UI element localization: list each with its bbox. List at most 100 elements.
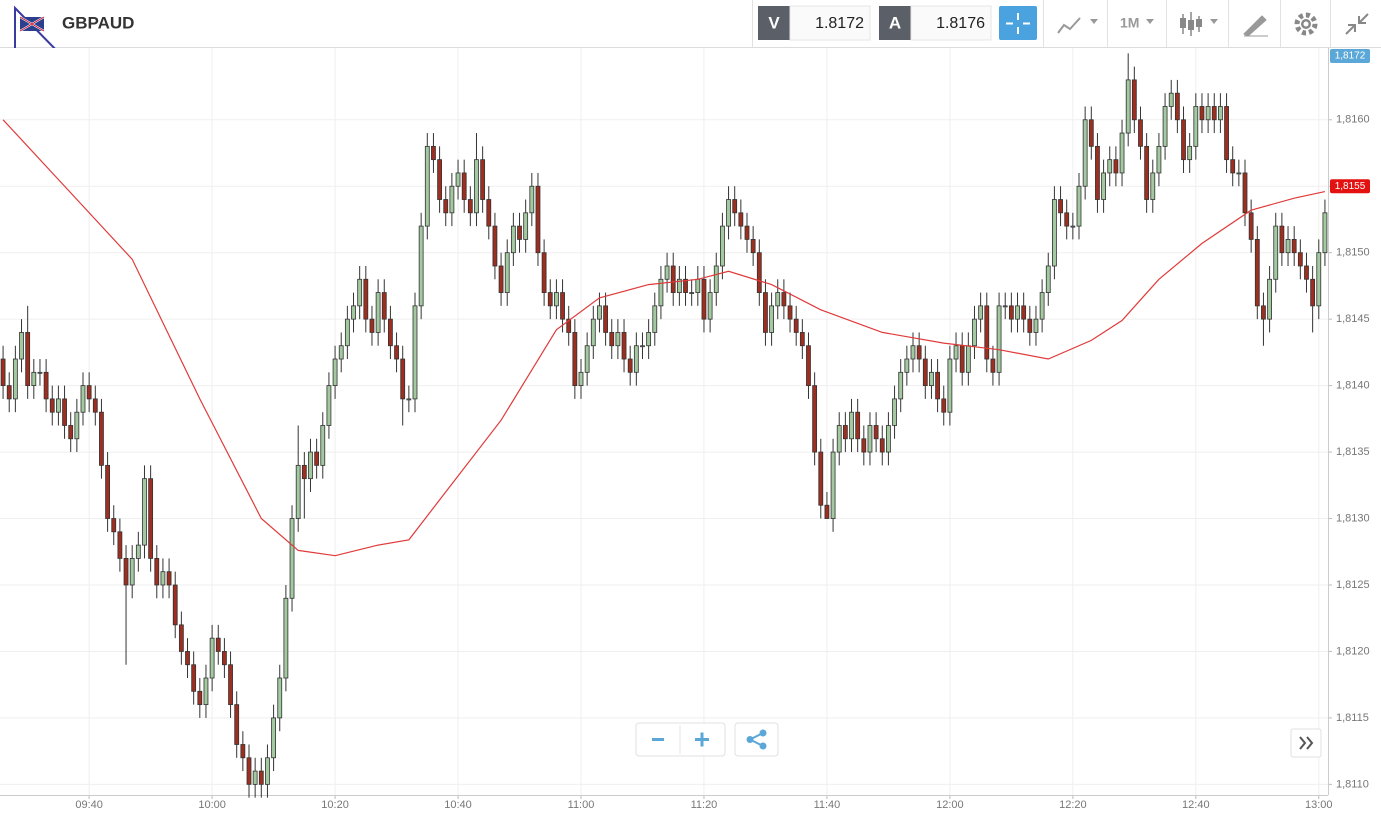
candle-body xyxy=(320,425,326,466)
candle-body xyxy=(1254,239,1260,307)
candle-body xyxy=(1316,252,1322,307)
candle-body xyxy=(1224,106,1229,161)
candle-body xyxy=(701,278,707,320)
candle-body xyxy=(467,199,473,214)
candle-body xyxy=(707,292,713,320)
bid-box[interactable] xyxy=(789,5,871,41)
chart-type-icon[interactable] xyxy=(1057,17,1081,34)
candle-body xyxy=(560,292,565,320)
candle-body xyxy=(910,345,916,360)
settings-icon[interactable] xyxy=(1294,12,1318,36)
candle-body xyxy=(271,717,276,759)
candle-body xyxy=(314,451,320,466)
candle-body xyxy=(455,172,461,187)
settings-icon-hole xyxy=(1303,21,1309,27)
candle-body xyxy=(92,398,98,413)
candle-body xyxy=(861,438,867,453)
candle-body xyxy=(886,425,891,453)
crosshair-icon xyxy=(1006,13,1030,34)
candle-body xyxy=(1088,119,1094,147)
draw-icon[interactable] xyxy=(1243,15,1268,37)
candle-body xyxy=(418,225,424,307)
candle-body xyxy=(1008,305,1014,320)
candle-body xyxy=(1174,92,1180,121)
candle-body xyxy=(1064,212,1070,227)
candle-body xyxy=(400,358,406,400)
candle-body xyxy=(486,199,492,227)
candle-body xyxy=(480,159,486,200)
candle-body xyxy=(74,411,80,440)
candle-body xyxy=(652,305,658,333)
candle-body xyxy=(265,757,270,785)
candle-body xyxy=(1015,305,1020,320)
ask-label-box[interactable] xyxy=(879,6,911,40)
candle-body xyxy=(609,332,615,347)
candle-body xyxy=(1267,278,1272,320)
dropdown-arrow xyxy=(1210,19,1218,24)
candle-body xyxy=(830,451,836,519)
candle-body xyxy=(1058,199,1063,214)
candle-body xyxy=(289,518,295,599)
candle-body xyxy=(1291,239,1297,254)
candle-body xyxy=(498,265,504,293)
dropdown-arrow xyxy=(1090,19,1098,24)
candle-body xyxy=(344,318,350,347)
ask-box[interactable] xyxy=(910,5,992,41)
collapse-icon[interactable] xyxy=(1345,13,1369,35)
candle-body xyxy=(1322,212,1328,254)
bid-price: 1.8172 xyxy=(815,15,864,32)
candle-body xyxy=(1279,225,1285,254)
header-bg xyxy=(0,0,1381,47)
candle-body xyxy=(148,478,154,559)
candle-body xyxy=(756,252,762,293)
x-tick-label: 12:00 xyxy=(936,799,964,811)
candle-body xyxy=(56,398,61,413)
candle-body xyxy=(720,225,725,267)
candle-body xyxy=(1199,106,1205,121)
candle-body xyxy=(1181,119,1186,161)
candle-body xyxy=(222,651,227,666)
bid-label-box[interactable] xyxy=(758,6,790,40)
candle-body xyxy=(185,651,190,666)
timeframe[interactable]: 1M xyxy=(1120,15,1139,31)
candle-body xyxy=(129,558,135,586)
candle-body xyxy=(135,544,141,559)
price-label-bg xyxy=(1330,179,1370,194)
divider xyxy=(1107,0,1108,47)
candle-body xyxy=(689,292,695,294)
divider xyxy=(752,0,753,47)
candle-body xyxy=(123,558,129,586)
candle-body xyxy=(449,185,455,214)
x-tick-label: 10:00 xyxy=(198,799,226,811)
candle-body xyxy=(394,345,399,360)
candle-body xyxy=(166,571,172,586)
crosshair-button[interactable] xyxy=(999,6,1037,40)
zoom-in-button[interactable] xyxy=(695,732,709,747)
candle-body xyxy=(154,558,160,586)
candle-body xyxy=(443,199,449,214)
candle-body xyxy=(1101,172,1106,200)
candle-body xyxy=(1242,172,1248,214)
candle-body xyxy=(68,425,74,440)
x-tick-label: 11:20 xyxy=(691,799,718,811)
candle-body xyxy=(646,332,652,347)
candle-body xyxy=(1052,199,1057,267)
candle-body xyxy=(234,704,240,745)
candle-body xyxy=(676,278,682,293)
candle-body xyxy=(504,252,510,293)
candle-body xyxy=(1144,145,1150,200)
candle-body xyxy=(1113,159,1119,174)
share-dot xyxy=(759,729,767,737)
candle-body xyxy=(1002,305,1008,308)
candle-body xyxy=(62,398,67,426)
share-button[interactable] xyxy=(734,722,779,757)
candle-body xyxy=(621,332,627,360)
x-tick-label: 11:40 xyxy=(814,799,841,811)
candle-body xyxy=(412,305,418,400)
candle-body xyxy=(80,385,86,413)
candle-body xyxy=(978,305,984,320)
candle-body xyxy=(1297,252,1303,267)
candle-body xyxy=(388,318,393,347)
flag-cross-red xyxy=(19,16,45,32)
candle-body xyxy=(1162,106,1168,147)
